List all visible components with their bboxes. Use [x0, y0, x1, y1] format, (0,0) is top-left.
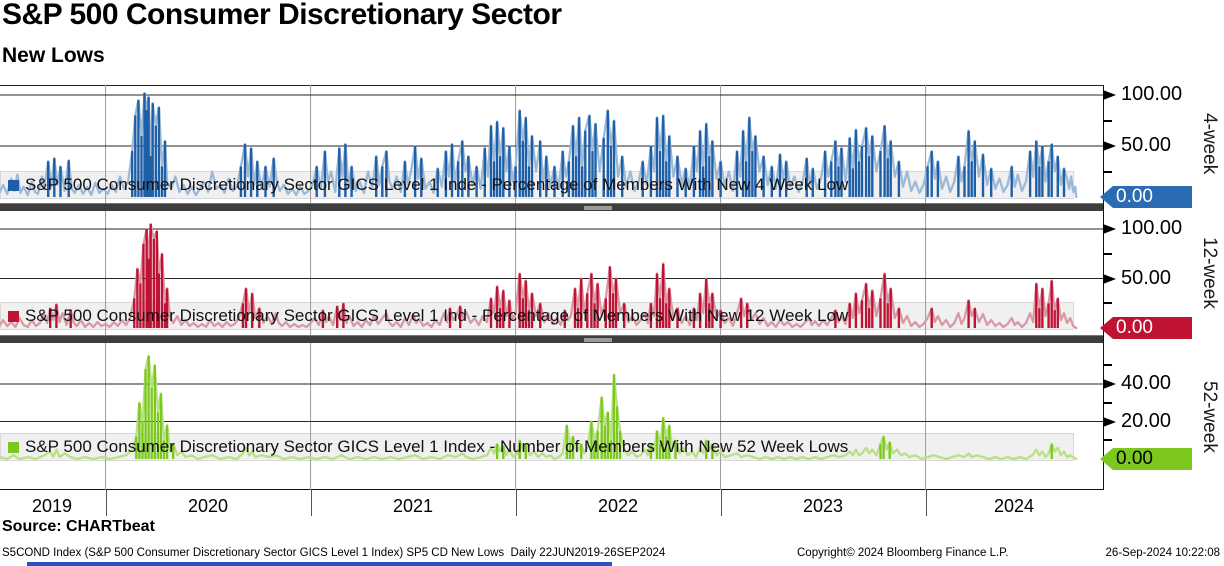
y-axis-label: 20.00: [1121, 409, 1172, 432]
page-subtitle: New Lows: [2, 44, 105, 67]
y-axis-minor-tick: [1103, 401, 1112, 404]
panel-label-52week: 52-week: [1199, 380, 1220, 453]
x-axis-year-tick: [926, 490, 927, 516]
footer-copyright: Copyright© 2024 Bloomberg Finance L.P.: [797, 547, 1009, 559]
axis-tick-arrow-icon: [1103, 379, 1116, 389]
last-value-tag-4-week: 0.00: [1100, 186, 1192, 208]
legend-item-12week[interactable]: S&P 500 Consumer Discretionary Sector GI…: [8, 302, 848, 330]
plot-bottom-border: [0, 489, 1103, 490]
legend-label-12week: S&P 500 Consumer Discretionary Sector GI…: [25, 306, 849, 325]
divider-handle-icon[interactable]: [584, 338, 612, 342]
x-tick-2022: 2022: [597, 496, 639, 516]
x-tick-2020: 2020: [187, 496, 229, 516]
legend-item-4week[interactable]: S&P 500 Consumer Discretionary Sector GI…: [8, 171, 848, 199]
axis-tick-arrow-icon: [1103, 90, 1116, 100]
divider-handle-icon[interactable]: [584, 206, 612, 210]
legend-label-4week: S&P 500 Consumer Discretionary Sector GI…: [25, 175, 849, 194]
axis-tick-arrow-icon: [1103, 224, 1116, 234]
y-axis-label: 40.00: [1121, 372, 1172, 394]
plot-right-axis-line: [1103, 85, 1104, 490]
last-value-tag-52-week: 0.00: [1100, 448, 1192, 470]
plot-top-border: [0, 85, 1103, 86]
panel-divider-2[interactable]: [0, 335, 1103, 343]
page-title: S&P 500 Consumer Discretionary Sector: [2, 0, 562, 31]
y-axis-label: 100.00: [1121, 83, 1183, 105]
x-tick-2021: 2021: [392, 496, 434, 516]
y-axis-minor-tick: [1103, 439, 1112, 442]
x-tick-2019: 2019: [31, 496, 73, 516]
last-value-tag-12-week: 0.00: [1100, 317, 1192, 339]
x-tick-2024: 2024: [993, 496, 1035, 516]
y-axis-label: 100.00: [1121, 217, 1183, 239]
panel-label-12week: 12-week: [1199, 237, 1220, 309]
series-marker-52week-icon: [8, 441, 19, 453]
y-axis-label: 50.00: [1121, 266, 1172, 289]
bottom-blue-strip: [27, 562, 612, 566]
axis-tick-arrow-icon: [1103, 273, 1116, 284]
series-marker-12week-icon: [8, 310, 19, 322]
legend-item-52week[interactable]: S&P 500 Consumer Discretionary Sector GI…: [8, 433, 848, 461]
x-axis-year-tick: [106, 490, 107, 516]
y-axis-minor-tick: [1103, 302, 1112, 305]
axis-tick-arrow-icon: [1103, 416, 1116, 427]
legend-label-52week: S&P 500 Consumer Discretionary Sector GI…: [25, 437, 849, 456]
x-axis-year-tick: [311, 490, 312, 516]
x-axis-year-tick: [721, 490, 722, 516]
y-axis-label: 50.00: [1121, 134, 1172, 156]
footer-ticker-info: S5COND Index (S&P 500 Consumer Discretio…: [2, 547, 666, 559]
y-axis-minor-tick: [1103, 119, 1112, 122]
panel-divider-1[interactable]: [0, 203, 1103, 211]
x-tick-2023: 2023: [802, 496, 844, 516]
footer-timestamp: 26-Sep-2024 10:22:08: [1105, 547, 1220, 559]
y-axis-minor-tick: [1103, 364, 1112, 367]
x-axis-year-tick: [516, 490, 517, 516]
source-label: Source: CHARTbeat: [2, 518, 155, 535]
y-axis-minor-tick: [1103, 252, 1112, 255]
y-axis-minor-tick: [1103, 170, 1112, 173]
axis-tick-arrow-icon: [1103, 141, 1116, 151]
panel-52week-plot: [0, 343, 1103, 490]
panel-label-4week: 4-week: [1199, 113, 1220, 175]
series-marker-4week-icon: [8, 179, 19, 191]
